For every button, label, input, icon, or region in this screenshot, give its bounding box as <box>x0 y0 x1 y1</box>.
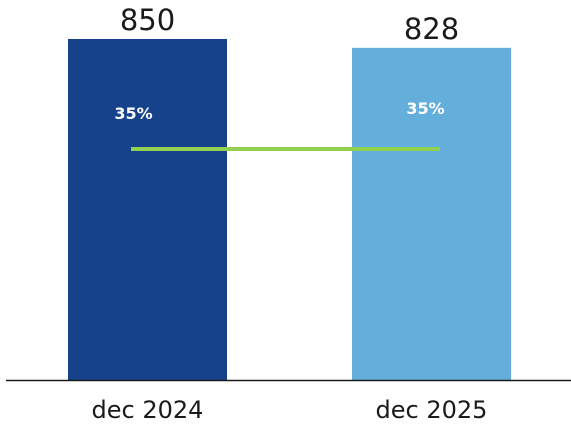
percent-label-dec-2024: 35% <box>114 104 152 123</box>
value-labels-group: 850 828 <box>120 3 459 46</box>
value-label-dec-2025: 828 <box>404 12 459 46</box>
percent-label-dec-2025: 35% <box>406 99 444 118</box>
value-label-dec-2024: 850 <box>120 3 175 37</box>
bar-dec-2025 <box>352 47 511 381</box>
category-label-dec-2025: dec 2025 <box>376 396 488 424</box>
category-label-dec-2024: dec 2024 <box>92 396 204 424</box>
percent-labels-group: 35% 35% <box>114 99 444 123</box>
category-labels-group: dec 2024 dec 2025 <box>92 396 488 424</box>
bar-dec-2024 <box>68 39 227 380</box>
bars-group <box>68 39 511 381</box>
